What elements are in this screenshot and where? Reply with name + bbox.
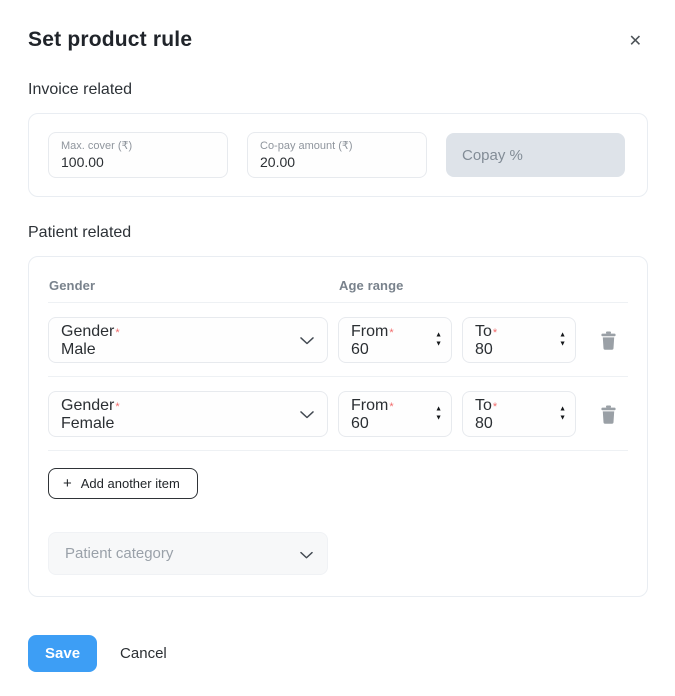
age-from-label: From [351,323,389,340]
trash-icon [601,405,616,424]
header-divider [48,302,628,303]
gender-column-header: Gender [49,278,96,293]
required-asterisk: * [389,327,394,339]
stepper-up-icon[interactable]: ▲ [435,405,442,413]
copay-percent-field: Copay % [446,133,625,177]
age-range-column-header: Age range [339,278,404,293]
gender-select-label: Gender [61,397,115,414]
copay-amount-field[interactable]: Co-pay amount (₹) 20.00 [247,132,427,178]
age-to-value[interactable]: 80 [475,415,493,432]
number-stepper[interactable]: ▲ ▼ [435,331,442,348]
age-to-input[interactable]: To* 80 ▲ ▼ [462,317,576,363]
required-asterisk: * [389,401,394,413]
stepper-up-icon[interactable]: ▲ [559,331,566,339]
age-to-label: To [475,397,492,414]
max-cover-value[interactable]: 100.00 [61,154,104,170]
required-asterisk: * [115,401,120,413]
stepper-down-icon[interactable]: ▼ [435,340,442,348]
plus-icon: + [63,475,72,492]
close-icon: ✕ [628,33,642,50]
max-cover-field[interactable]: Max. cover (₹) 100.00 [48,132,228,178]
rule-row-male: Gender* Male From* 60 ▲ ▼ To* 80 ▲ ▼ [48,303,628,377]
patient-columns-header: Gender Age range [48,257,628,302]
copay-amount-value[interactable]: 20.00 [260,154,296,170]
chevron-down-icon [300,406,314,424]
age-from-input[interactable]: From* 60 ▲ ▼ [338,391,452,437]
invoice-section-heading: Invoice related [28,81,133,98]
chevron-down-icon [300,546,313,563]
patient-card: Gender Age range Gender* Male From* 60 ▲… [28,256,648,597]
modal-footer: Save Cancel [28,635,648,672]
age-from-input[interactable]: From* 60 ▲ ▼ [338,317,452,363]
max-cover-label: Max. cover (₹) [61,140,133,152]
gender-select-value[interactable]: Male [61,341,96,358]
close-button[interactable]: ✕ [623,30,648,54]
number-stepper[interactable]: ▲ ▼ [559,331,566,348]
gender-select[interactable]: Gender* Male [48,317,328,363]
number-stepper[interactable]: ▲ ▼ [559,405,566,422]
save-button[interactable]: Save [28,635,98,672]
add-another-item-label: Add another item [80,476,180,491]
stepper-down-icon[interactable]: ▼ [559,414,566,422]
gender-select-value[interactable]: Female [61,415,115,432]
delete-row-button[interactable] [598,403,619,426]
rule-row-female: Gender* Female From* 60 ▲ ▼ To* 80 ▲ [48,377,628,451]
required-asterisk: * [115,327,120,339]
delete-row-button[interactable] [598,329,619,352]
stepper-up-icon[interactable]: ▲ [559,405,566,413]
required-asterisk: * [492,327,498,339]
age-to-label: To [475,323,492,340]
modal-title: Set product rule [28,28,193,51]
stepper-down-icon[interactable]: ▼ [435,414,442,422]
copay-amount-label: Co-pay amount (₹) [260,140,353,152]
required-asterisk: * [492,401,498,413]
modal-header: Set product rule ✕ [28,28,648,54]
patient-category-placeholder: Patient category [65,545,174,562]
age-from-value[interactable]: 60 [351,341,369,358]
age-to-input[interactable]: To* 80 ▲ ▼ [462,391,576,437]
add-another-item-button[interactable]: + Add another item [48,468,198,499]
number-stepper[interactable]: ▲ ▼ [435,405,442,422]
invoice-card: Max. cover (₹) 100.00 Co-pay amount (₹) … [28,113,648,197]
copay-percent-placeholder: Copay % [462,146,523,164]
patient-category-select[interactable]: Patient category [48,532,328,575]
cancel-button[interactable]: Cancel [120,645,167,662]
gender-select[interactable]: Gender* Female [48,391,328,437]
chevron-down-icon [300,332,314,350]
patient-section-heading: Patient related [28,224,132,241]
age-from-label: From [351,397,389,414]
gender-select-label: Gender [61,323,115,340]
age-to-value[interactable]: 80 [475,341,493,358]
age-from-value[interactable]: 60 [351,415,369,432]
trash-icon [601,331,616,350]
stepper-up-icon[interactable]: ▲ [435,331,442,339]
stepper-down-icon[interactable]: ▼ [559,340,566,348]
